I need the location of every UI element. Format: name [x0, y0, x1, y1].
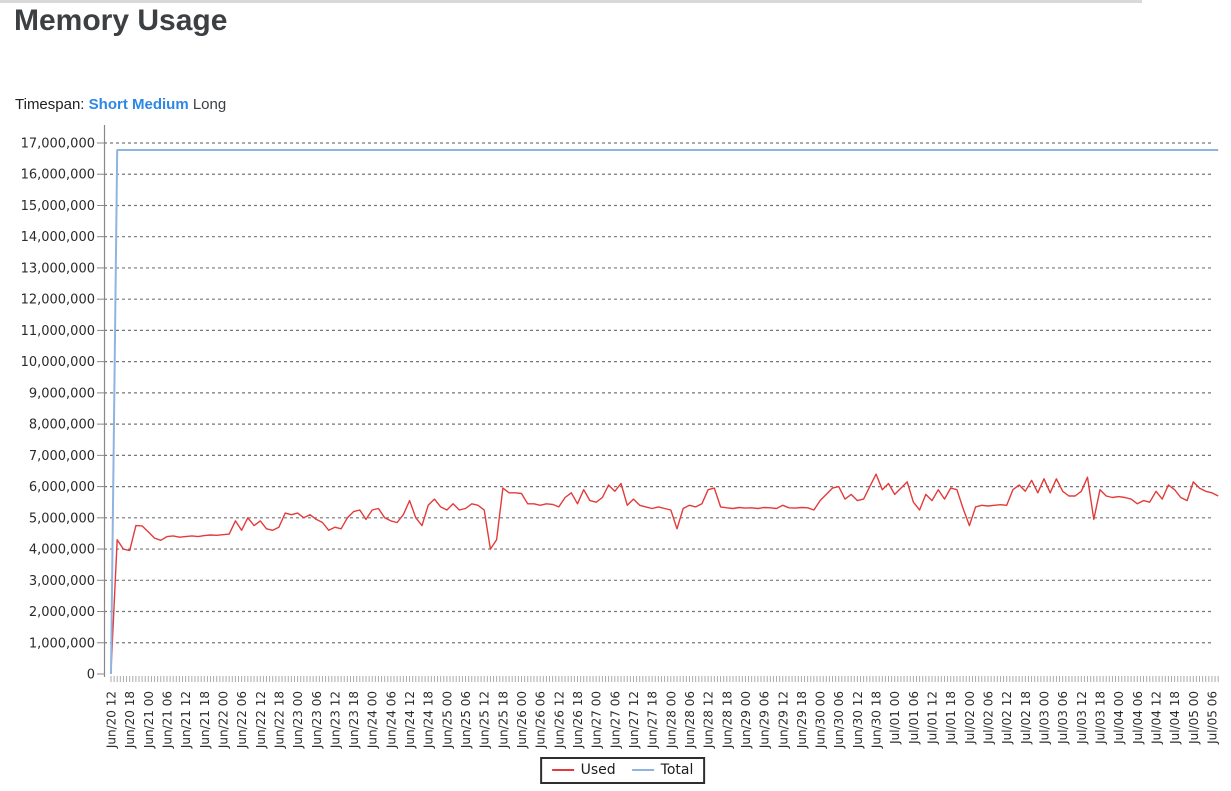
svg-text:Jul/01 18: Jul/01 18: [944, 691, 958, 745]
svg-text:1,000,000: 1,000,000: [29, 636, 95, 651]
svg-text:Jun/30 12: Jun/30 12: [851, 691, 865, 749]
svg-text:Jun/23 18: Jun/23 18: [347, 691, 361, 749]
svg-text:Jul/03 12: Jul/03 12: [1075, 691, 1089, 745]
svg-text:Jun/27 00: Jun/27 00: [590, 691, 604, 749]
svg-text:Jun/29 00: Jun/29 00: [739, 691, 753, 749]
timespan-medium-link[interactable]: Medium: [132, 96, 189, 113]
svg-text:Jun/20 12: Jun/20 12: [105, 691, 119, 749]
used-series-swatch: [551, 769, 574, 771]
svg-text:16,000,000: 16,000,000: [21, 168, 95, 183]
svg-text:Jul/02 00: Jul/02 00: [963, 691, 977, 745]
svg-text:Jun/21 18: Jun/21 18: [198, 691, 212, 749]
svg-text:Jun/24 00: Jun/24 00: [366, 691, 380, 749]
svg-text:Jun/29 18: Jun/29 18: [795, 691, 809, 749]
svg-text:Jun/27 18: Jun/27 18: [646, 691, 660, 749]
legend-label-total: Total: [660, 762, 694, 778]
timespan-long-option: Long: [192, 96, 227, 113]
svg-text:Jun/28 06: Jun/28 06: [683, 691, 697, 749]
svg-text:Jun/26 12: Jun/26 12: [552, 691, 566, 749]
svg-text:Jul/02 12: Jul/02 12: [1000, 691, 1014, 745]
svg-text:Jun/25 12: Jun/25 12: [478, 691, 492, 749]
svg-text:Jun/22 12: Jun/22 12: [254, 691, 268, 749]
svg-text:14,000,000: 14,000,000: [21, 230, 95, 245]
svg-text:2,000,000: 2,000,000: [29, 605, 95, 620]
svg-text:Jun/30 18: Jun/30 18: [870, 691, 884, 749]
svg-text:4,000,000: 4,000,000: [29, 543, 95, 558]
svg-text:7,000,000: 7,000,000: [29, 449, 95, 464]
svg-text:5,000,000: 5,000,000: [29, 511, 95, 526]
svg-text:Jun/22 00: Jun/22 00: [216, 691, 230, 749]
svg-text:6,000,000: 6,000,000: [29, 480, 95, 495]
svg-text:Jun/23 06: Jun/23 06: [310, 691, 324, 749]
svg-text:Jul/05 06: Jul/05 06: [1205, 691, 1219, 745]
svg-text:Jun/25 18: Jun/25 18: [496, 691, 510, 749]
svg-text:Jun/22 06: Jun/22 06: [235, 691, 249, 749]
svg-text:Jun/24 18: Jun/24 18: [422, 691, 436, 749]
svg-text:3,000,000: 3,000,000: [29, 574, 95, 589]
svg-text:Jul/02 18: Jul/02 18: [1019, 691, 1033, 745]
page-title: Memory Usage: [14, 4, 228, 37]
svg-text:10,000,000: 10,000,000: [21, 355, 95, 370]
top-divider: [0, 0, 1142, 3]
svg-text:Jul/01 06: Jul/01 06: [907, 691, 921, 745]
svg-text:12,000,000: 12,000,000: [21, 293, 95, 308]
svg-text:Jun/24 12: Jun/24 12: [403, 691, 417, 749]
svg-text:Jul/03 00: Jul/03 00: [1038, 691, 1052, 745]
svg-text:Jun/28 00: Jun/28 00: [664, 691, 678, 749]
svg-text:Jun/26 06: Jun/26 06: [534, 691, 548, 749]
svg-text:Jun/29 12: Jun/29 12: [776, 691, 790, 749]
svg-text:Jun/28 12: Jun/28 12: [702, 691, 716, 749]
svg-text:Jul/04 00: Jul/04 00: [1112, 691, 1126, 745]
timespan-short-link[interactable]: Short: [88, 96, 128, 113]
svg-text:Jun/27 06: Jun/27 06: [608, 691, 622, 749]
legend-item-total: Total: [631, 762, 694, 778]
svg-text:13,000,000: 13,000,000: [21, 261, 95, 276]
svg-text:Jun/30 06: Jun/30 06: [832, 691, 846, 749]
svg-text:17,000,000: 17,000,000: [21, 137, 95, 152]
svg-text:Jun/21 06: Jun/21 06: [160, 691, 174, 749]
svg-text:Jul/01 12: Jul/01 12: [926, 691, 940, 745]
svg-text:Jul/05 00: Jul/05 00: [1187, 691, 1201, 745]
svg-text:Jul/04 18: Jul/04 18: [1168, 691, 1182, 745]
svg-text:15,000,000: 15,000,000: [21, 199, 95, 214]
legend-item-used: Used: [551, 762, 616, 778]
svg-text:Jul/02 06: Jul/02 06: [982, 691, 996, 745]
svg-text:Jun/24 06: Jun/24 06: [384, 691, 398, 749]
svg-text:Jul/01 00: Jul/01 00: [888, 691, 902, 745]
total-series-swatch: [631, 769, 654, 771]
svg-text:11,000,000: 11,000,000: [21, 324, 95, 339]
svg-text:Jul/04 12: Jul/04 12: [1149, 691, 1163, 745]
svg-text:9,000,000: 9,000,000: [29, 386, 95, 401]
svg-text:Jun/21 12: Jun/21 12: [179, 691, 193, 749]
svg-text:Jun/26 18: Jun/26 18: [571, 691, 585, 749]
svg-text:Jul/03 18: Jul/03 18: [1093, 691, 1107, 745]
legend-label-used: Used: [580, 762, 616, 778]
svg-text:Jun/29 06: Jun/29 06: [758, 691, 772, 749]
svg-text:Jun/25 00: Jun/25 00: [440, 691, 454, 749]
svg-text:Jun/25 06: Jun/25 06: [459, 691, 473, 749]
svg-text:8,000,000: 8,000,000: [29, 418, 95, 433]
timespan-control: Timespan: Short Medium Long: [15, 96, 226, 113]
svg-text:Jun/21 00: Jun/21 00: [142, 691, 156, 749]
svg-text:Jun/23 12: Jun/23 12: [328, 691, 342, 749]
svg-text:0: 0: [87, 668, 95, 683]
chart-legend: Used Total: [539, 757, 706, 784]
svg-text:Jun/27 12: Jun/27 12: [627, 691, 641, 749]
svg-text:Jun/30 00: Jun/30 00: [814, 691, 828, 749]
svg-text:Jun/26 00: Jun/26 00: [515, 691, 529, 749]
svg-text:Jun/22 18: Jun/22 18: [272, 691, 286, 749]
svg-text:Jul/03 06: Jul/03 06: [1056, 691, 1070, 745]
svg-text:Jul/04 06: Jul/04 06: [1131, 691, 1145, 745]
timespan-label: Timespan:: [15, 96, 85, 113]
svg-text:Jun/20 18: Jun/20 18: [123, 691, 137, 749]
svg-text:Jun/23 00: Jun/23 00: [291, 691, 305, 749]
svg-text:Jun/28 18: Jun/28 18: [720, 691, 734, 749]
